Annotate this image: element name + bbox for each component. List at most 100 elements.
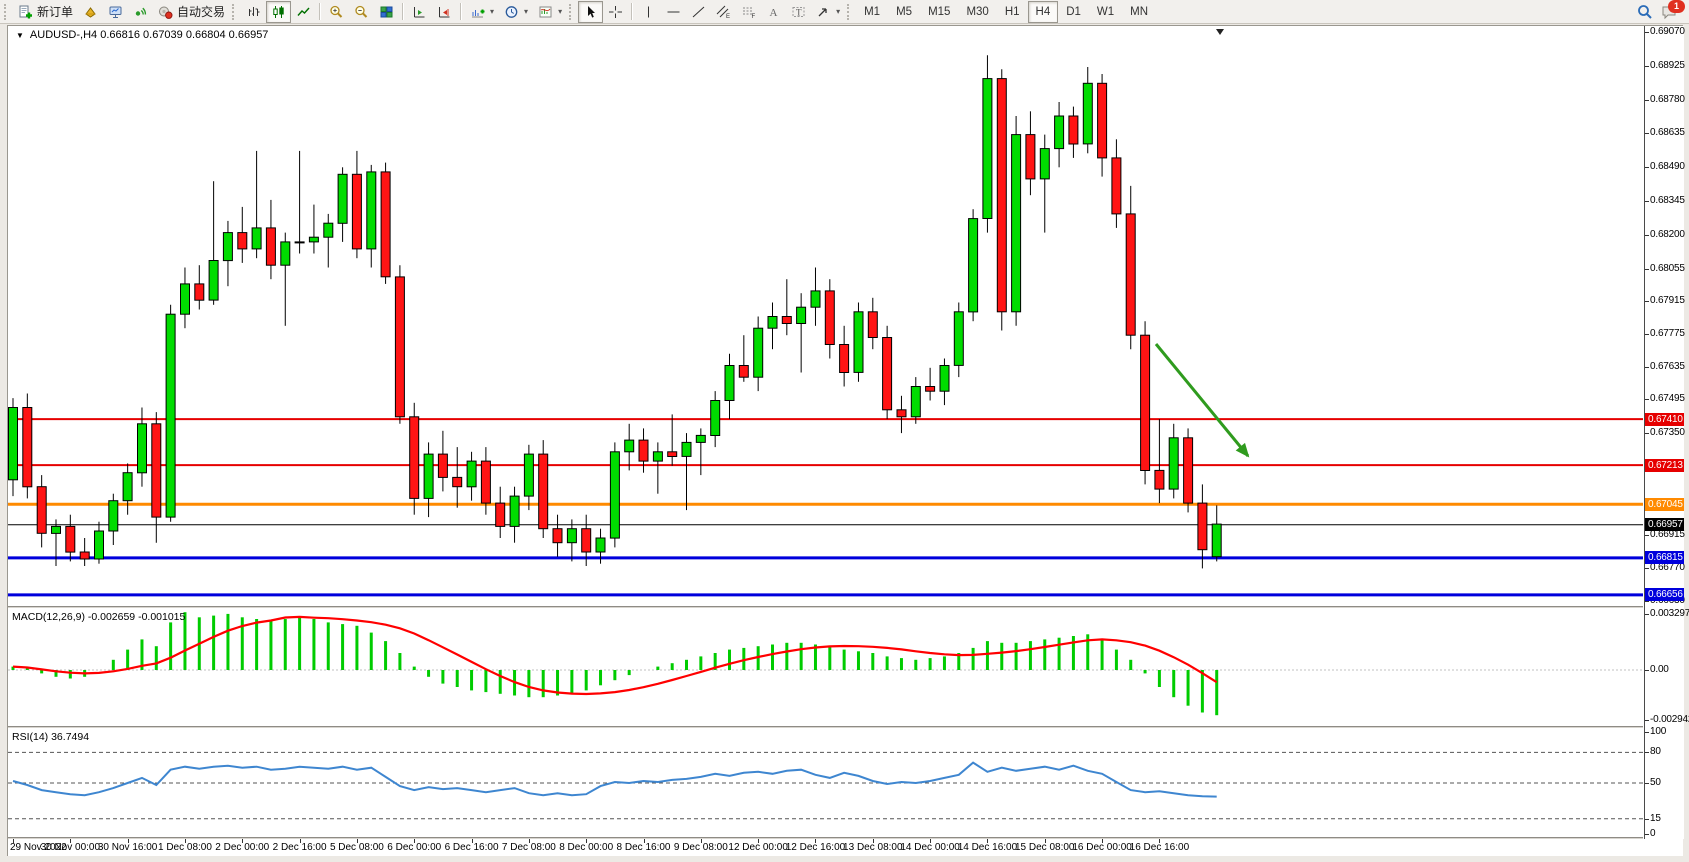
candle-body [710,400,721,436]
editor-button[interactable] [78,1,103,23]
new-order-button[interactable]: 新订单 [13,1,78,23]
timeframe-button-M30[interactable]: M30 [966,5,989,18]
candle-body [495,502,506,527]
chart-shift-marker[interactable] [1216,29,1224,35]
fibonacci-button[interactable]: F [736,1,761,23]
candle-body [51,525,61,534]
templates-button[interactable]: ▾ [533,1,567,23]
toolbar-right: 1 [1637,0,1689,20]
time-tick [586,839,588,843]
time-axis: 29 Nov 2022 30 Nov 00:00 30 Nov 16:00 1 Dec… [8,839,1643,857]
time-label: 16 Dec 16:00 [1129,842,1190,853]
candle-body [609,451,620,539]
candle-body [1054,115,1065,150]
autotrading-button[interactable]: 自动交易 [153,1,230,23]
price-tick-label: 0.68925 [1650,60,1685,71]
candle-body [280,241,291,266]
new-order-label: 新订单 [37,5,74,19]
market-watch-button[interactable] [103,1,128,23]
time-label: 29 Nov 2022 [10,842,67,853]
axis-tick [1645,167,1649,168]
text-button[interactable]: A [761,1,786,23]
macd-canvas[interactable] [8,608,1643,726]
bar-chart-button[interactable] [241,1,266,23]
macd-panel[interactable]: MACD(12,26,9) -0.002659 -0.001015 [8,608,1643,726]
axis-tick [1645,66,1649,67]
tile-windows-button[interactable] [374,1,399,23]
axis-tick [1645,133,1649,134]
candle-body [767,316,778,329]
time-label: 14 Dec 16:00 [957,842,1018,853]
candle-body [165,313,176,518]
crosshair-button[interactable] [603,1,628,23]
candle-body [36,486,47,534]
price-chart-panel[interactable] [8,26,1643,606]
candle-body [251,227,262,250]
rsi-axis-label: 15 [1650,813,1661,824]
price-tick-label: 0.67775 [1650,328,1685,339]
panel-separator[interactable] [8,726,1643,728]
zoom-out-button[interactable] [349,1,374,23]
horizontal-line-button[interactable] [661,1,686,23]
equidistant-channel-button[interactable]: E [711,1,736,23]
fibonacci-icon: F [743,7,756,19]
tile-windows-icon [380,6,393,17]
timeframe-button-D1[interactable]: D1 [1066,5,1081,18]
candle-body [810,290,821,308]
rsi-canvas[interactable] [8,728,1643,837]
candle-body [968,218,979,313]
timeframe-button-M15[interactable]: M15 [928,5,951,18]
bar-chart-icon [249,6,260,16]
candlestick-chart-button[interactable] [266,0,292,23]
macd-axis-label: -0.002942 [1650,714,1689,725]
cursor-button[interactable] [578,0,604,23]
candle-body [724,365,735,401]
toolbar-separator [319,3,322,20]
axis-tick [1645,235,1649,236]
vertical-line-button[interactable] [636,1,661,23]
chart-dropdown-icon[interactable]: ▼ [16,30,24,40]
candle-body [925,386,936,392]
candle-body [237,232,248,250]
annotation-arrow[interactable] [1154,343,1250,457]
time-label: 13 Dec 08:00 [843,842,903,853]
notifications-button[interactable]: 1 [1661,0,1685,20]
level-price-label: 0.67410 [1645,413,1684,426]
panel-separator [8,837,1643,839]
price-tick-label: 0.68055 [1650,263,1685,274]
timeframe-button-H4[interactable]: H4 [1027,0,1059,23]
axis-tick [1645,601,1649,602]
signals-button[interactable] [128,1,153,23]
indicators-button[interactable]: ▾ [465,1,499,23]
time-tick [471,839,473,843]
timeframe-button-M1[interactable]: M1 [864,5,881,18]
periods-button[interactable]: ▾ [499,1,533,23]
zoom-in-button[interactable] [324,1,349,23]
candle-body [738,365,749,378]
rsi-panel[interactable]: RSI(14) 36.7494 [8,728,1643,837]
candle-body [222,232,233,262]
chart-shift-button[interactable] [432,1,457,23]
timeframe-button-W1[interactable]: W1 [1096,5,1115,18]
svg-text:T: T [796,7,802,17]
auto-scroll-button[interactable] [407,1,432,23]
search-icon[interactable] [1637,4,1653,20]
candle-body [65,525,76,553]
level-price-label: 0.67045 [1645,498,1684,511]
candle-body [1025,134,1036,180]
candle-body [308,236,319,243]
timeframe-button-H1[interactable]: H1 [1004,5,1020,18]
candlestick-canvas[interactable] [8,26,1643,606]
rsi-axis-label: 80 [1650,746,1661,757]
trendline-button[interactable] [686,1,711,23]
panel-separator[interactable] [8,606,1643,608]
timeframe-button-MN[interactable]: MN [1130,5,1149,18]
level-price-label: 0.66656 [1645,588,1684,601]
candle-body [466,460,477,488]
price-tick-label: 0.68635 [1650,127,1685,138]
timeframe-button-M5[interactable]: M5 [896,5,913,18]
arrows-button[interactable]: ▾ [811,1,845,23]
price-tick-label: 0.67915 [1650,295,1685,306]
text-label-button[interactable]: T [786,1,811,23]
line-chart-button[interactable] [291,1,316,23]
